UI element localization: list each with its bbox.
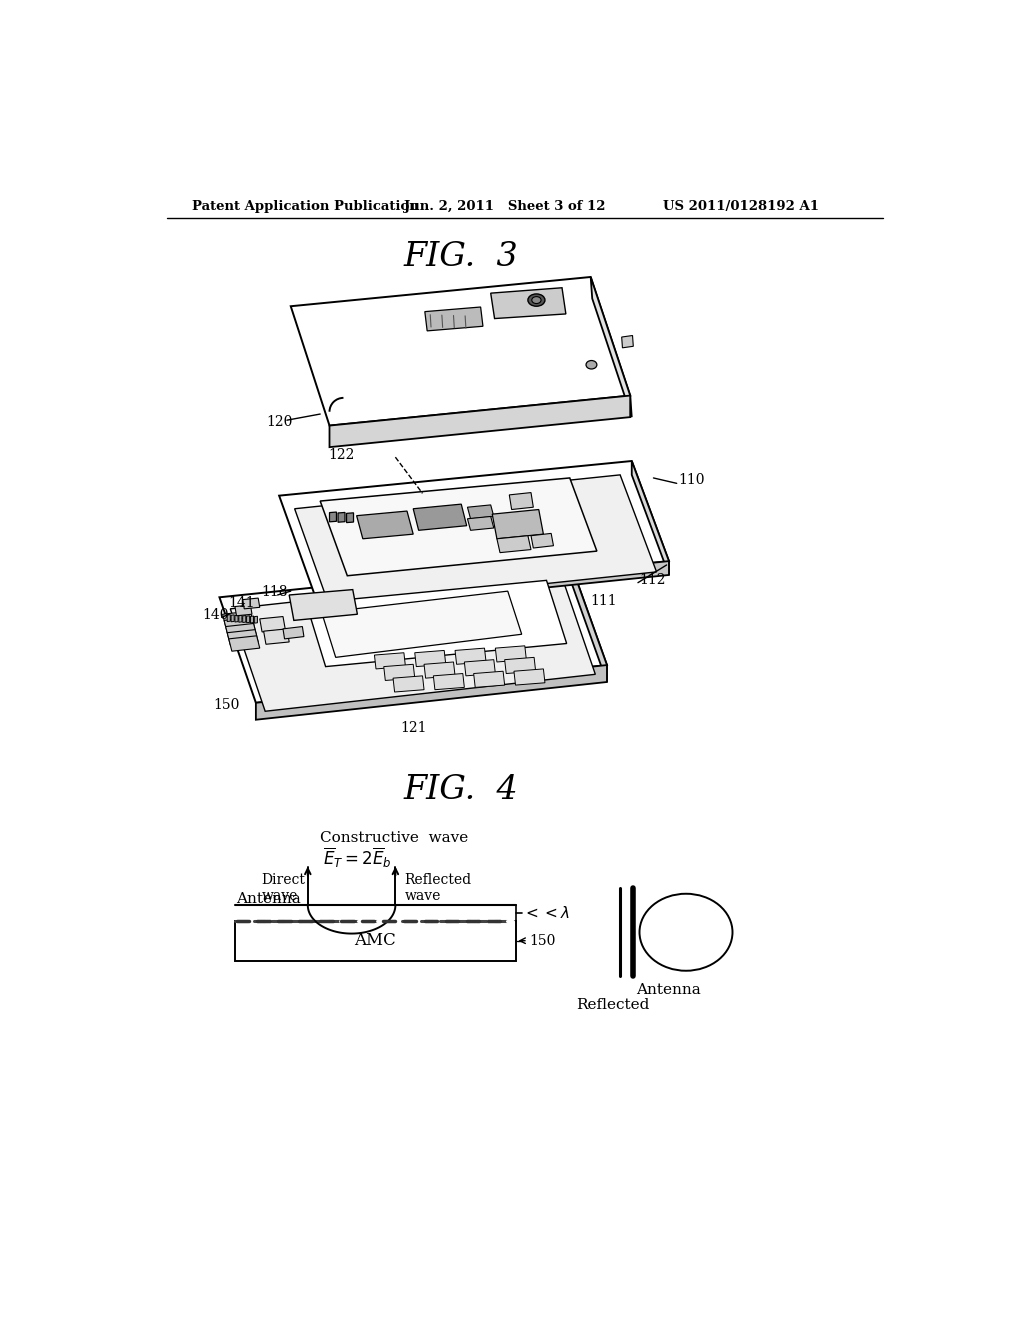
Bar <box>234 921 515 961</box>
Ellipse shape <box>586 360 597 370</box>
Polygon shape <box>591 277 632 417</box>
Polygon shape <box>425 308 483 331</box>
Polygon shape <box>219 561 607 702</box>
Ellipse shape <box>531 297 541 304</box>
Polygon shape <box>228 636 260 651</box>
Polygon shape <box>225 623 257 639</box>
Polygon shape <box>230 573 595 711</box>
Polygon shape <box>467 506 494 519</box>
Text: Antenna: Antenna <box>636 983 701 997</box>
Polygon shape <box>632 461 669 576</box>
Text: 120: 120 <box>266 414 292 429</box>
Text: 140: 140 <box>203 609 229 622</box>
Polygon shape <box>569 561 607 682</box>
Text: FIG.  4: FIG. 4 <box>403 774 518 805</box>
Polygon shape <box>490 288 566 318</box>
Text: Patent Application Publication: Patent Application Publication <box>191 199 418 213</box>
Polygon shape <box>338 512 345 523</box>
Text: $<<\lambda$: $<<\lambda$ <box>523 906 570 921</box>
Polygon shape <box>222 611 254 627</box>
Polygon shape <box>622 335 633 348</box>
Polygon shape <box>496 645 526 663</box>
Text: 150: 150 <box>213 698 240 711</box>
Polygon shape <box>289 590 357 620</box>
Polygon shape <box>356 511 414 539</box>
Polygon shape <box>433 673 464 689</box>
Text: Direct
wave: Direct wave <box>261 874 305 903</box>
Polygon shape <box>330 396 630 447</box>
Polygon shape <box>263 628 289 644</box>
Polygon shape <box>321 478 597 576</box>
Text: 110: 110 <box>678 474 705 487</box>
Text: 118: 118 <box>261 585 288 599</box>
Polygon shape <box>256 665 607 719</box>
Polygon shape <box>467 516 494 531</box>
Polygon shape <box>514 669 545 685</box>
Polygon shape <box>505 657 536 673</box>
Text: AMC: AMC <box>354 932 396 949</box>
Polygon shape <box>424 663 455 678</box>
Polygon shape <box>227 615 230 622</box>
Polygon shape <box>251 616 254 623</box>
Text: Jun. 2, 2011   Sheet 3 of 12: Jun. 2, 2011 Sheet 3 of 12 <box>403 199 605 213</box>
Text: 121: 121 <box>400 721 427 735</box>
Text: 141: 141 <box>228 595 255 610</box>
Polygon shape <box>531 533 554 548</box>
Ellipse shape <box>528 294 545 306</box>
Text: US 2011/0128192 A1: US 2011/0128192 A1 <box>663 199 819 213</box>
Polygon shape <box>291 277 630 425</box>
Polygon shape <box>415 651 445 667</box>
Text: Constructive  wave: Constructive wave <box>321 830 468 845</box>
Text: 122: 122 <box>328 447 354 462</box>
Polygon shape <box>497 536 531 553</box>
Polygon shape <box>231 615 234 622</box>
Polygon shape <box>243 615 246 623</box>
Text: Reflected: Reflected <box>575 998 649 1012</box>
Polygon shape <box>509 492 534 510</box>
Polygon shape <box>375 653 406 669</box>
Polygon shape <box>243 598 260 609</box>
Polygon shape <box>384 664 415 681</box>
Polygon shape <box>315 561 669 611</box>
Text: $\overline{E}_T = 2\overline{E}_b$: $\overline{E}_T = 2\overline{E}_b$ <box>324 846 392 870</box>
Polygon shape <box>393 676 424 692</box>
Polygon shape <box>306 581 566 667</box>
Text: 112: 112 <box>640 573 666 587</box>
Text: Antenna: Antenna <box>237 892 301 906</box>
Polygon shape <box>254 616 257 623</box>
Polygon shape <box>493 510 544 539</box>
Polygon shape <box>239 615 242 622</box>
Polygon shape <box>234 605 252 615</box>
Text: Reflected
wave: Reflected wave <box>404 874 472 903</box>
Polygon shape <box>247 615 250 623</box>
Polygon shape <box>330 512 337 521</box>
Ellipse shape <box>640 894 732 970</box>
Polygon shape <box>464 660 496 676</box>
Polygon shape <box>234 615 238 622</box>
Text: FIG.  3: FIG. 3 <box>403 242 518 273</box>
Polygon shape <box>227 630 258 645</box>
Polygon shape <box>346 512 353 523</box>
Polygon shape <box>295 475 656 607</box>
Polygon shape <box>322 591 521 657</box>
Polygon shape <box>455 648 486 664</box>
Polygon shape <box>260 616 286 632</box>
Polygon shape <box>414 504 467 531</box>
Polygon shape <box>474 671 505 688</box>
Polygon shape <box>283 627 304 639</box>
Text: 111: 111 <box>590 594 616 609</box>
Polygon shape <box>280 461 669 597</box>
Text: 150: 150 <box>529 933 556 948</box>
Polygon shape <box>224 618 255 632</box>
